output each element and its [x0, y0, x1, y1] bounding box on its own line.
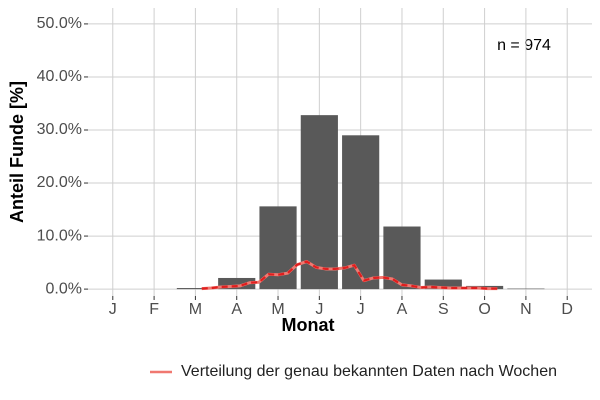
bar — [507, 288, 545, 290]
x-tick-label: M — [189, 301, 202, 318]
bar — [176, 288, 214, 290]
y-tick-label: 10.0% — [37, 227, 82, 244]
y-tick-label: 20.0% — [37, 174, 82, 191]
y-tick-label: 40.0% — [37, 68, 82, 85]
annotation: n = 974 — [497, 37, 551, 54]
x-tick-label: D — [561, 301, 573, 318]
y-tick-label: 50.0% — [37, 15, 82, 32]
x-axis-title: Monat — [282, 315, 335, 335]
legend-label: Verteilung der genau bekannten Daten nac… — [181, 363, 557, 380]
bar — [424, 279, 462, 290]
x-tick-label: A — [231, 301, 242, 318]
y-axis-title: Anteil Funde [%] — [7, 81, 27, 223]
x-tick-label: S — [438, 301, 449, 318]
x-tick-label: O — [478, 301, 490, 318]
bar — [218, 277, 256, 290]
bar — [342, 135, 380, 290]
y-tick-label: 0.0% — [46, 280, 82, 297]
x-tick-label: A — [397, 301, 408, 318]
x-tick-label: J — [357, 301, 365, 318]
x-tick-label: J — [109, 301, 117, 318]
x-tick-label: M — [271, 301, 284, 318]
weekly-line — [201, 260, 498, 291]
x-tick-label: J — [315, 301, 323, 318]
x-tick-label: F — [149, 301, 159, 318]
y-tick-label: 30.0% — [37, 121, 82, 138]
x-tick-label: N — [520, 301, 532, 318]
